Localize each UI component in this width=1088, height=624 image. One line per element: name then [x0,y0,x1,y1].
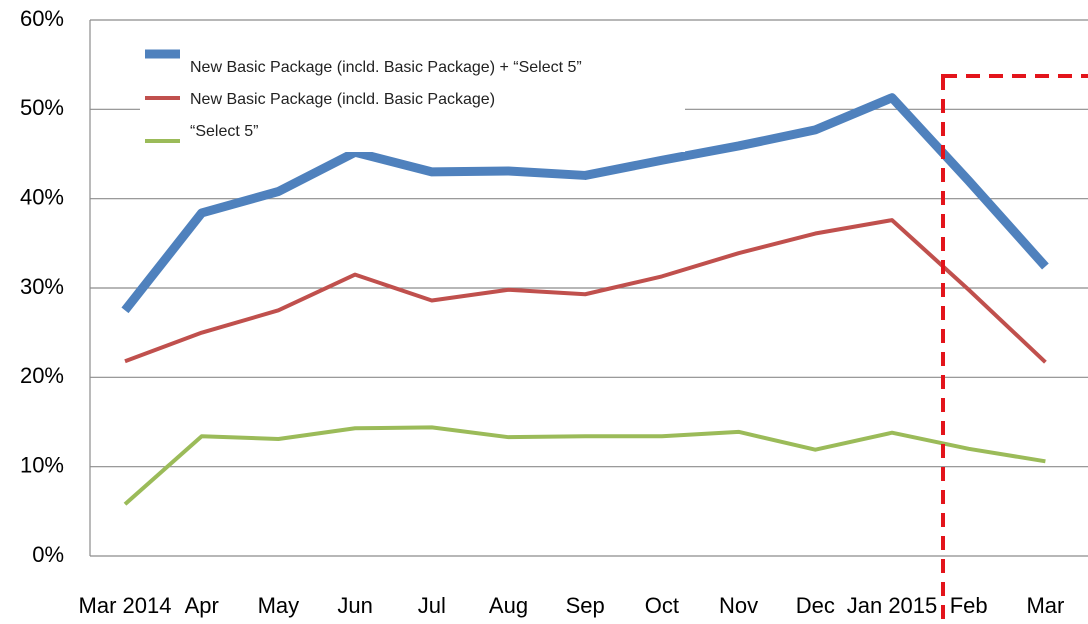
y-tick-label: 30% [20,274,64,299]
series-line [121,93,1049,314]
y-tick-label: 10% [20,452,64,477]
y-tick-label: 40% [20,184,64,209]
x-tick-label: Mar 2014 [79,593,172,618]
x-tick-label: Aug [489,593,528,618]
x-tick-label: Jul [418,593,446,618]
x-tick-label: Nov [719,593,758,618]
x-tick-label: May [258,593,300,618]
x-tick-label: Dec [796,593,835,618]
x-tick-label: Feb [950,593,988,618]
highlight-box [941,74,1088,624]
legend-label: “Select 5” [190,123,258,140]
x-tick-label: Mar [1026,593,1064,618]
x-tick-label: Jun [337,593,372,618]
series-line [124,218,1047,364]
legend-label: New Basic Package (incld. Basic Package) [190,91,495,108]
legend-label: New Basic Package (incld. Basic Package)… [190,59,582,76]
x-tick-label: Oct [645,593,679,618]
y-tick-label: 50% [20,95,64,120]
y-tick-label: 0% [32,542,64,567]
x-tick-label: Jan 2015 [847,593,938,618]
x-tick-label: Sep [566,593,605,618]
legend-box [140,44,685,152]
y-tick-label: 60% [20,6,64,31]
x-tick-label: Apr [185,593,219,618]
y-tick-label: 20% [20,363,64,388]
series-line [123,425,1046,506]
